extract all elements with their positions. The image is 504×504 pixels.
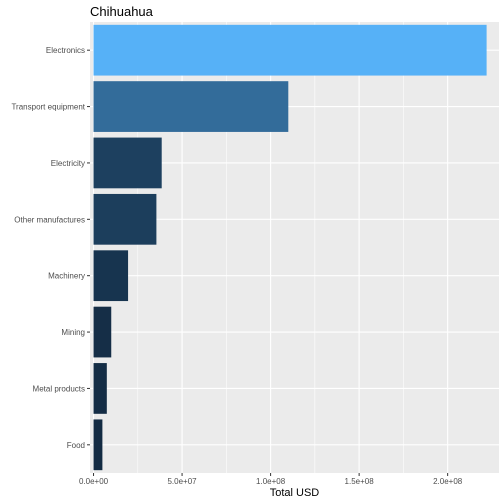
x-tick-label: 5.0e+07 xyxy=(167,477,197,486)
x-tick-label: 1.5e+08 xyxy=(345,477,375,486)
y-tick-label: Food xyxy=(67,441,85,450)
chart-title: Chihuahua xyxy=(90,4,154,19)
x-tick-label: 2.0e+08 xyxy=(433,477,463,486)
x-tick-label: 1.0e+08 xyxy=(256,477,286,486)
y-tick-label: Electronics xyxy=(46,46,85,55)
y-tick-label: Machinery xyxy=(48,272,85,281)
x-tick-label: 0.0e+00 xyxy=(79,477,109,486)
y-tick-label: Transport equipment xyxy=(11,103,85,112)
x-axis: 0.0e+00 5.0e+07 1.0e+08 1.5e+08 2.0e+08 xyxy=(79,473,463,486)
bar-transport-equipment xyxy=(93,81,289,132)
bar-metal-products xyxy=(93,363,107,414)
y-tick-label: Mining xyxy=(61,328,85,337)
bars xyxy=(93,24,487,471)
bar-food xyxy=(93,419,103,471)
bar-machinery xyxy=(93,250,129,302)
y-tick-label: Metal products xyxy=(33,384,85,393)
bar-electronics xyxy=(93,24,487,76)
y-tick-label: Other manufactures xyxy=(14,215,85,224)
bar-mining xyxy=(93,306,112,358)
bar-other-manufactures xyxy=(93,193,157,245)
y-axis: Electronics Transport equipment Electricit… xyxy=(11,46,90,450)
bar-electricity xyxy=(93,137,162,189)
x-axis-title: Total USD xyxy=(270,487,320,499)
y-tick-label: Electricity xyxy=(51,159,85,168)
